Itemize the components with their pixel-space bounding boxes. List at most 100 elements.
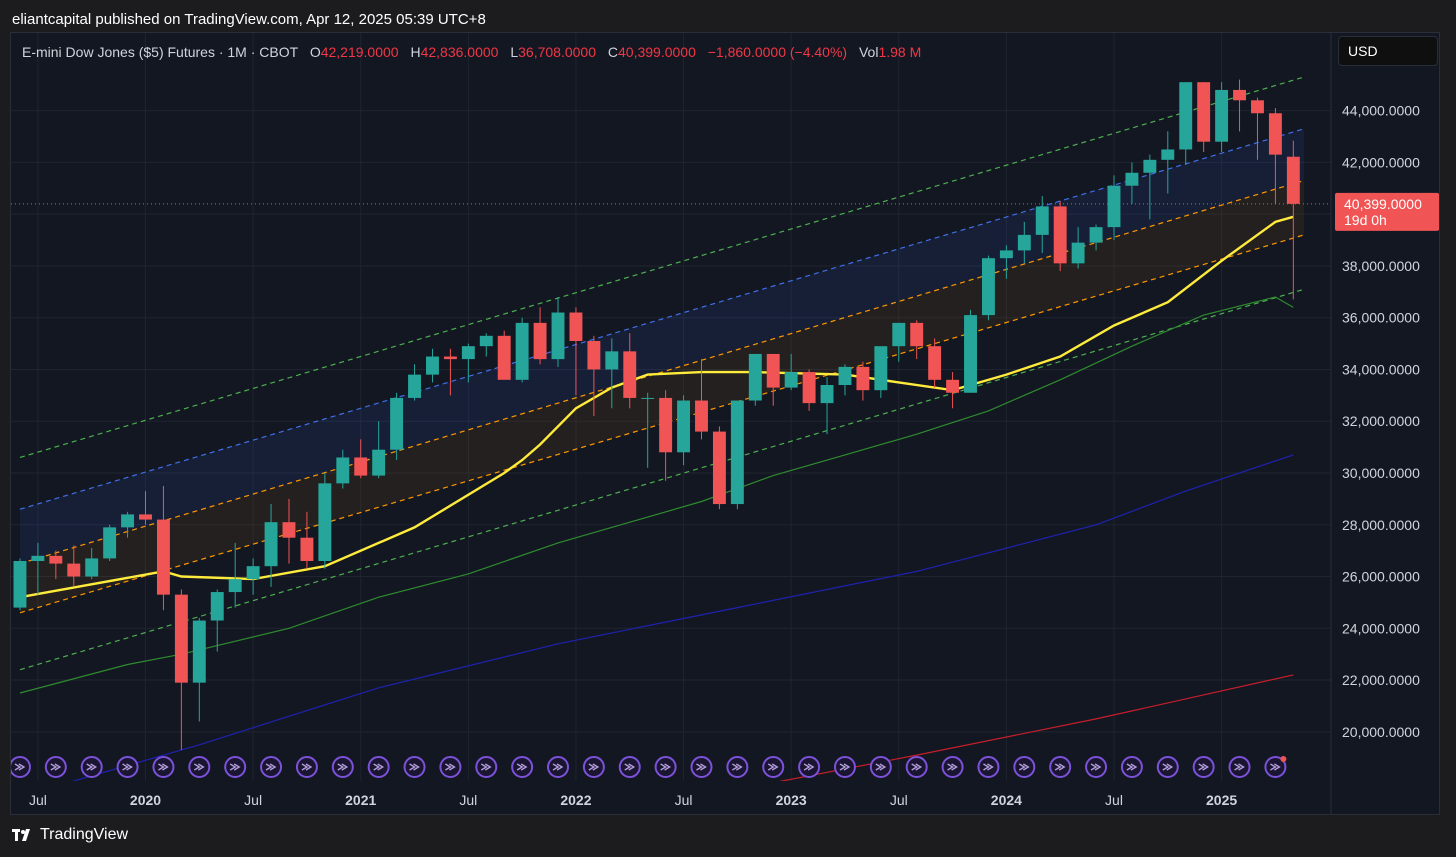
candle-body[interactable] [838, 366, 852, 385]
candle-body[interactable] [67, 563, 81, 577]
candle[interactable] [892, 322, 906, 362]
candle-body[interactable] [121, 514, 135, 528]
candle[interactable] [569, 307, 583, 396]
event-marker[interactable] [690, 756, 713, 778]
candle-body[interactable] [874, 346, 888, 391]
candle[interactable] [784, 353, 798, 391]
currency-selector[interactable]: USD [1338, 36, 1438, 66]
candle[interactable] [192, 617, 206, 722]
candle[interactable] [551, 297, 565, 367]
candle[interactable] [318, 473, 332, 569]
event-marker[interactable] [152, 756, 175, 778]
candle[interactable] [31, 542, 45, 595]
candle[interactable] [139, 491, 152, 525]
candle-body[interactable] [246, 566, 260, 580]
candle[interactable] [1215, 82, 1229, 153]
candle-body[interactable] [228, 579, 242, 593]
candle-body[interactable] [139, 514, 152, 520]
event-marker[interactable] [116, 756, 139, 778]
candle-body[interactable] [1071, 242, 1085, 264]
candle-body[interactable] [946, 379, 960, 393]
candle[interactable] [426, 348, 439, 383]
candle[interactable] [443, 348, 457, 396]
candle[interactable] [246, 558, 260, 595]
candle[interactable] [1233, 79, 1246, 132]
candle[interactable] [85, 548, 99, 580]
candle-body[interactable] [1035, 206, 1049, 235]
candle[interactable] [802, 369, 816, 411]
candle[interactable] [605, 338, 619, 409]
event-marker[interactable] [224, 756, 247, 778]
candle-body[interactable] [569, 312, 583, 341]
event-marker[interactable] [905, 756, 928, 778]
candle-body[interactable] [156, 519, 170, 595]
candle-body[interactable] [1125, 172, 1139, 186]
candle-body[interactable] [802, 372, 816, 404]
candle[interactable] [1143, 154, 1157, 220]
candle[interactable] [515, 317, 529, 383]
candle[interactable] [1161, 131, 1175, 194]
candle-body[interactable] [282, 522, 296, 538]
candle[interactable] [695, 359, 708, 440]
candle[interactable] [1179, 82, 1193, 165]
candle[interactable] [336, 449, 350, 489]
candle[interactable] [533, 307, 547, 365]
event-marker[interactable] [331, 756, 354, 778]
candle-body[interactable] [443, 356, 457, 360]
candle[interactable] [1089, 224, 1103, 251]
candle-body[interactable] [1017, 234, 1031, 251]
candle-body[interactable] [408, 374, 421, 398]
candle[interactable] [874, 346, 888, 398]
candle[interactable] [1251, 97, 1264, 160]
candle[interactable] [67, 545, 81, 587]
candle[interactable] [121, 511, 135, 538]
candle-body[interactable] [1215, 89, 1229, 142]
candle-body[interactable] [623, 351, 637, 398]
candle[interactable] [282, 498, 296, 564]
event-marker[interactable] [1013, 756, 1036, 778]
event-marker[interactable] [762, 756, 785, 778]
candle[interactable] [623, 333, 637, 409]
event-marker[interactable] [582, 756, 605, 778]
candle-body[interactable] [1197, 82, 1211, 142]
candle-body[interactable] [85, 558, 99, 577]
candle-body[interactable] [1286, 156, 1300, 204]
candle-body[interactable] [318, 483, 332, 561]
symbol-title[interactable]: E-mini Dow Jones ($5) Futures · 1M · CBO… [22, 44, 298, 60]
candle-body[interactable] [336, 457, 350, 484]
event-marker[interactable] [188, 756, 211, 778]
event-marker[interactable] [833, 756, 856, 778]
candle[interactable] [497, 330, 511, 380]
candle-body[interactable] [192, 620, 206, 683]
candle-body[interactable] [928, 346, 942, 380]
candle-body[interactable] [605, 351, 619, 370]
candle[interactable] [999, 245, 1013, 279]
candle-body[interactable] [533, 322, 547, 360]
candle-body[interactable] [910, 322, 924, 347]
event-marker[interactable] [798, 756, 821, 778]
candle-body[interactable] [210, 592, 224, 621]
candle-body[interactable] [426, 356, 439, 375]
candles[interactable] [13, 79, 1300, 750]
candle[interactable] [174, 589, 188, 750]
candle[interactable] [49, 550, 63, 580]
candle[interactable] [1107, 175, 1121, 241]
candle-body[interactable] [461, 346, 475, 360]
candle-body[interactable] [264, 522, 278, 567]
candle[interactable] [587, 335, 601, 417]
candle-body[interactable] [1179, 82, 1193, 150]
candle[interactable] [910, 320, 924, 360]
tradingview-logo[interactable]: TradingView [12, 826, 128, 844]
event-marker[interactable] [260, 756, 283, 778]
candle-body[interactable] [479, 335, 493, 347]
candle-body[interactable] [587, 341, 601, 370]
candle[interactable] [981, 255, 995, 321]
event-marker[interactable] [654, 756, 677, 778]
candle[interactable] [156, 485, 170, 611]
candle-body[interactable] [300, 537, 314, 561]
candle-body[interactable] [659, 397, 673, 453]
event-marker[interactable] [1156, 756, 1179, 778]
candle-body[interactable] [372, 449, 386, 476]
candle-body[interactable] [390, 397, 404, 450]
